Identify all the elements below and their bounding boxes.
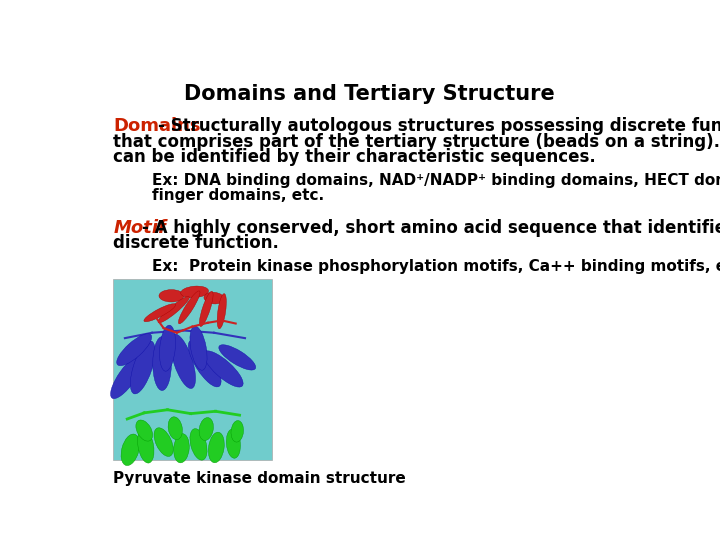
Ellipse shape (136, 420, 153, 441)
Ellipse shape (159, 289, 184, 302)
Ellipse shape (217, 294, 226, 329)
Ellipse shape (168, 417, 182, 440)
Text: - A highly conserved, short amino acid sequence that identifies a: - A highly conserved, short amino acid s… (142, 219, 720, 237)
Ellipse shape (144, 304, 176, 322)
Ellipse shape (154, 428, 174, 456)
Ellipse shape (204, 351, 243, 387)
Ellipse shape (226, 429, 240, 458)
Ellipse shape (158, 296, 189, 323)
Text: Motif: Motif (113, 219, 166, 237)
Ellipse shape (219, 345, 256, 370)
Text: Domains: Domains (113, 117, 201, 135)
Ellipse shape (138, 429, 154, 463)
Ellipse shape (130, 341, 155, 394)
Ellipse shape (190, 326, 207, 370)
Ellipse shape (199, 417, 213, 441)
Bar (113, 279, 272, 460)
Ellipse shape (179, 291, 200, 324)
Ellipse shape (121, 434, 140, 465)
Text: discrete function.: discrete function. (113, 234, 279, 252)
Ellipse shape (117, 334, 152, 366)
Ellipse shape (204, 292, 224, 304)
Ellipse shape (111, 355, 144, 399)
Ellipse shape (153, 336, 171, 390)
Text: - Structurally autologous structures possessing discrete functions: - Structurally autologous structures pos… (158, 117, 720, 135)
Text: Ex:  Protein kinase phosphorylation motifs, Ca++ binding motifs, etc.: Ex: Protein kinase phosphorylation motif… (152, 259, 720, 274)
Text: Pyruvate kinase domain structure: Pyruvate kinase domain structure (113, 470, 406, 485)
Text: finger domains, etc.: finger domains, etc. (152, 188, 324, 203)
Text: can be identified by their characteristic sequences.: can be identified by their characteristi… (113, 148, 596, 166)
Ellipse shape (181, 286, 209, 298)
Ellipse shape (231, 421, 243, 442)
Text: that comprises part of the tertiary structure (beads on a string).  Domains: that comprises part of the tertiary stru… (113, 132, 720, 151)
Text: Domains and Tertiary Structure: Domains and Tertiary Structure (184, 84, 554, 104)
Text: Ex: DNA binding domains, NAD⁺/NADP⁺ binding domains, HECT domains, Zn: Ex: DNA binding domains, NAD⁺/NADP⁺ bind… (152, 173, 720, 187)
Ellipse shape (189, 340, 221, 387)
Ellipse shape (199, 291, 213, 327)
Ellipse shape (160, 325, 176, 371)
Ellipse shape (190, 429, 207, 460)
Ellipse shape (208, 432, 225, 463)
Ellipse shape (174, 434, 189, 463)
Ellipse shape (171, 334, 196, 388)
